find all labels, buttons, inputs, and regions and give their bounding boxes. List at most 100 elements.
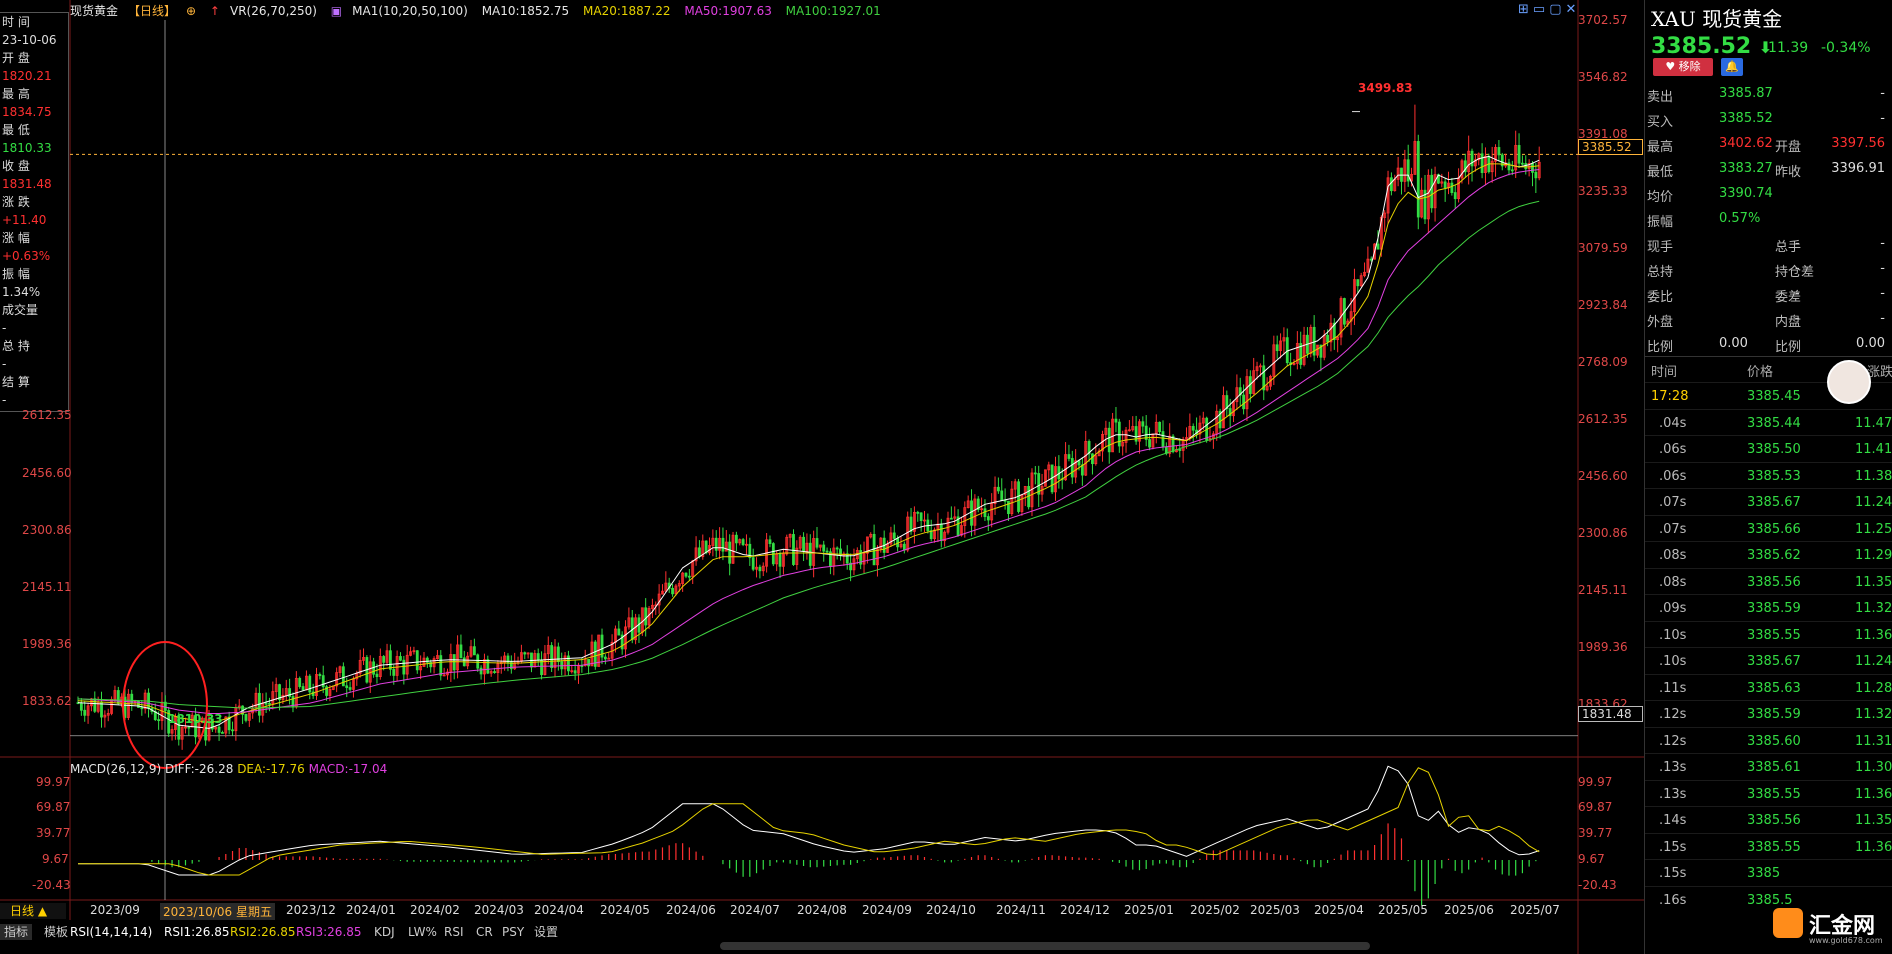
candle-body xyxy=(1336,336,1340,341)
ma-line-ma20 xyxy=(77,163,1540,724)
candle-body xyxy=(328,689,332,696)
tick-time: .07s xyxy=(1659,495,1687,510)
candle-body xyxy=(1463,160,1467,173)
period-button[interactable]: 日线 ▲ xyxy=(0,903,66,919)
tab-lw[interactable]: LW% xyxy=(408,925,437,939)
quote-last-price: 3385.52 ⬇ xyxy=(1651,34,1773,59)
current-price-tag: 3385.52 xyxy=(1578,139,1643,155)
candle-body xyxy=(755,566,758,570)
candle-body xyxy=(818,544,822,548)
candle-body xyxy=(1064,454,1067,481)
candle-body xyxy=(825,550,829,553)
candle-body xyxy=(1285,337,1289,364)
avatar[interactable] xyxy=(1827,360,1871,404)
tab-psy[interactable]: PSY xyxy=(502,925,525,939)
candle-body xyxy=(1225,395,1229,409)
tick-time: .06s xyxy=(1659,442,1687,457)
tab-cr[interactable]: CR xyxy=(476,925,493,939)
close-icon[interactable]: ✕ xyxy=(1565,2,1581,17)
tick-price: 3385.62 xyxy=(1747,548,1801,563)
candle-body xyxy=(412,650,416,653)
bell-icon[interactable]: 🔔 xyxy=(1721,58,1743,76)
tab-settings[interactable]: 设置 xyxy=(534,925,559,939)
candle-body xyxy=(976,498,980,510)
quote-row: 外盘 - 内盘 - xyxy=(1645,307,1892,331)
tick-price: 3385.61 xyxy=(1747,760,1801,775)
date-label: 2024/05 xyxy=(600,903,650,917)
quote-row-label: 买入 xyxy=(1647,115,1674,130)
candle-body xyxy=(929,530,933,540)
candle-body xyxy=(1430,174,1434,209)
candle-body xyxy=(849,562,852,571)
right-axis-tick: 3391.08 xyxy=(1578,127,1628,141)
tick-row: .14s 3385.56 11.35 xyxy=(1645,806,1892,835)
quote-row: 比例 0.00 比例 0.00 xyxy=(1645,332,1892,356)
candle-body xyxy=(1507,162,1511,171)
tab-rsi[interactable]: RSI xyxy=(444,925,464,939)
macd-label: MACD(26,12,9) xyxy=(70,762,162,776)
candle-body xyxy=(399,656,402,661)
rsi-label: RSI(14,14,14) xyxy=(70,925,153,939)
settings-icon[interactable]: ⊕ xyxy=(186,4,197,18)
candle-body xyxy=(788,534,792,538)
ma-label: MA1(10,20,50,100) xyxy=(352,4,468,18)
candle-body xyxy=(583,658,587,667)
date-label: 2024/06 xyxy=(666,903,716,917)
candle-body xyxy=(1094,455,1098,465)
left-axis-tick: 1833.62 xyxy=(22,694,72,708)
candle-body xyxy=(436,655,439,660)
quote-row-value: - xyxy=(1795,286,1800,301)
rsi3-value: RSI3:26.85 xyxy=(296,925,362,939)
tick-change: 11.24 xyxy=(1855,654,1892,669)
tab-indicator[interactable]: 指标 xyxy=(0,924,33,940)
candle-body xyxy=(657,593,661,606)
candle-body xyxy=(1201,417,1205,424)
candle-body xyxy=(923,519,926,522)
candle-body xyxy=(761,565,765,572)
candle-body xyxy=(469,646,473,657)
candle-body xyxy=(617,628,621,636)
candle-body xyxy=(916,511,920,514)
candle-body xyxy=(479,667,483,675)
candle-body xyxy=(93,698,97,712)
tick-row: .15s 3385.55 11.36 xyxy=(1645,832,1892,862)
quote-row-value: 3383.27 xyxy=(1719,161,1773,176)
candle-body xyxy=(862,552,866,565)
period-tag[interactable]: 【日线】 xyxy=(128,4,177,18)
quote-row-value: 3390.74 xyxy=(1719,186,1773,201)
quote-row-value2: - xyxy=(1880,286,1885,301)
candle-body xyxy=(943,531,947,542)
tab-kdj[interactable]: KDJ xyxy=(374,925,395,939)
candle-body xyxy=(1497,147,1501,156)
quote-change-pct: -0.34% xyxy=(1821,40,1871,56)
tick-price: 3385.56 xyxy=(1747,574,1801,590)
tab-template[interactable]: 模板 xyxy=(44,925,69,939)
tick-price: 3385.50 xyxy=(1747,442,1801,457)
candle-body xyxy=(970,500,973,526)
remove-button[interactable]: ♥ 移除 xyxy=(1653,58,1713,76)
candle-body xyxy=(1413,141,1417,175)
kline-chart[interactable] xyxy=(0,0,1644,954)
candle-body xyxy=(570,670,574,673)
candle-body xyxy=(1023,485,1027,496)
layout-icon[interactable]: ⊞ xyxy=(1518,2,1533,17)
candle-body xyxy=(503,655,507,663)
quote-row-value: - xyxy=(1795,236,1800,251)
candle-body xyxy=(318,674,322,677)
date-label: 2025/03 xyxy=(1250,903,1300,917)
candle-body xyxy=(603,656,607,660)
horizontal-scrollbar[interactable] xyxy=(720,942,1370,950)
candle-body xyxy=(684,572,688,577)
candle-body xyxy=(1416,141,1420,218)
tick-price: 3385.55 xyxy=(1747,839,1801,855)
high-value: 1834.75 xyxy=(2,105,52,119)
candle-body xyxy=(200,717,204,724)
fullscreen-icon[interactable]: ▢ xyxy=(1549,2,1566,17)
change-pct-label: 涨 幅 xyxy=(2,231,30,245)
candle-body xyxy=(1517,145,1521,164)
ma-line-ma100 xyxy=(77,200,1540,709)
candle-body xyxy=(1510,169,1514,172)
tick-change: 11.36 xyxy=(1855,786,1892,802)
window-icon[interactable]: ▭ xyxy=(1532,2,1550,17)
candle-body xyxy=(1420,189,1424,218)
